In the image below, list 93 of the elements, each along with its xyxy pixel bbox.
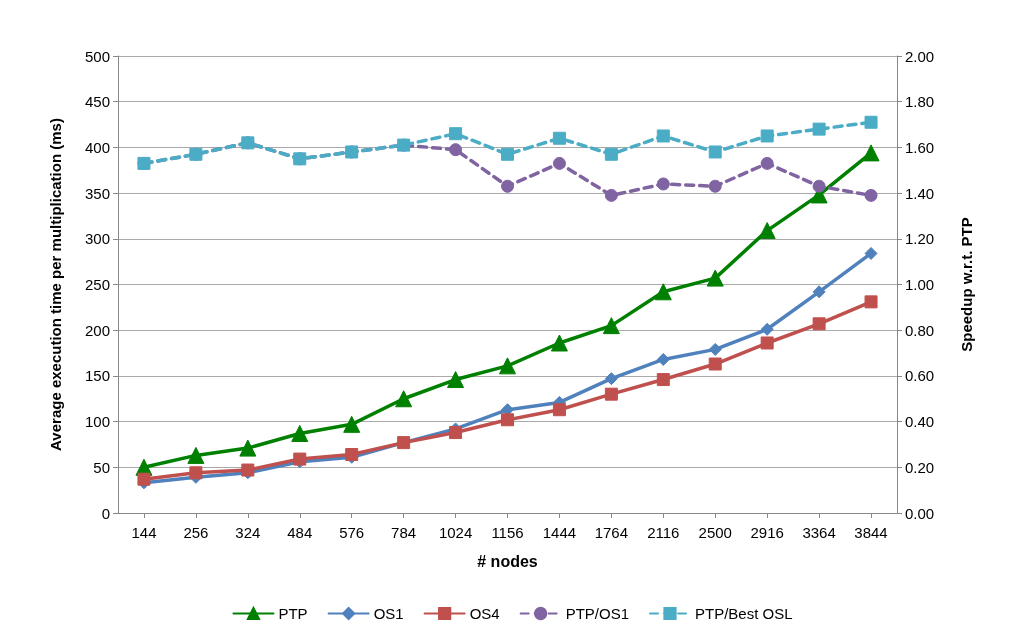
x-tick-label: 1024 — [438, 524, 473, 541]
y2-tick-label: 0.40 — [905, 413, 935, 431]
point — [604, 188, 618, 202]
x-axis-title: # nodes — [477, 552, 538, 570]
y2-tick-label: 0.20 — [905, 458, 935, 476]
point — [864, 295, 878, 309]
point — [864, 188, 878, 202]
x-tick-label: 3364 — [802, 524, 836, 541]
legend-label: PTP/Best OSL — [695, 605, 793, 622]
legend-label: OS1 — [373, 605, 404, 622]
point — [706, 269, 724, 287]
point — [552, 156, 566, 170]
y-tick-label: 250 — [84, 276, 110, 293]
y2-tick-label: 1.60 — [905, 138, 935, 156]
point — [708, 357, 722, 371]
point — [447, 371, 465, 389]
x-tick-label: 1764 — [594, 524, 629, 541]
point — [501, 413, 514, 427]
y-tick-label: 400 — [84, 138, 110, 156]
y2-tick-label: 1.20 — [905, 230, 935, 248]
y2-tick-label: 1.40 — [905, 184, 935, 202]
y2-tick-label: 0.00 — [905, 504, 935, 522]
y2-tick-label: 2.00 — [905, 47, 935, 65]
point — [656, 177, 670, 191]
x-tick-label: 2500 — [698, 524, 732, 541]
point — [760, 322, 774, 336]
legend-label: PTP — [278, 605, 308, 622]
point — [602, 317, 620, 335]
point — [812, 122, 826, 136]
point — [604, 387, 618, 401]
point — [449, 143, 463, 157]
point — [239, 439, 257, 457]
y-tick-label: 150 — [84, 367, 110, 385]
y-tick-label: 0 — [101, 504, 110, 522]
point — [654, 283, 672, 301]
point — [395, 390, 413, 408]
y2-tick-label: 1.80 — [905, 93, 935, 111]
point — [449, 426, 463, 440]
x-tick-label: 784 — [391, 524, 417, 541]
point — [449, 127, 463, 141]
point — [656, 373, 670, 387]
legend-label: OS4 — [469, 605, 500, 622]
point — [656, 129, 670, 143]
point — [760, 156, 774, 170]
y-tick-label: 300 — [84, 230, 110, 248]
point — [552, 403, 566, 417]
y2-tick-label: 0.60 — [905, 367, 935, 385]
point — [708, 342, 722, 356]
x-tick-label: 1444 — [542, 524, 577, 541]
x-tick-label: 324 — [235, 524, 261, 541]
x-tick-label: 1156 — [491, 524, 524, 541]
point — [812, 179, 826, 193]
point — [604, 147, 618, 161]
point — [862, 144, 880, 162]
point — [758, 222, 776, 240]
point — [343, 415, 361, 433]
point — [864, 246, 878, 260]
point — [552, 131, 566, 145]
point — [291, 424, 309, 442]
y-tick-label: 450 — [84, 93, 110, 111]
y-tick-label: 350 — [84, 184, 110, 202]
x-tick-label: 3844 — [854, 524, 888, 541]
point — [812, 317, 826, 331]
point — [187, 446, 205, 464]
point — [760, 336, 774, 350]
point — [137, 472, 151, 486]
point — [864, 115, 878, 129]
point — [189, 466, 203, 480]
point — [604, 372, 618, 386]
y-axis-title: Average execution time per multiplication (ms) — [47, 118, 64, 451]
point — [656, 352, 670, 366]
x-tick-label: 484 — [287, 524, 313, 541]
y2-tick-label: 1.00 — [905, 276, 935, 293]
legend-label: PTP/OS1 — [565, 605, 630, 622]
point — [550, 334, 568, 352]
point — [812, 285, 826, 299]
x-tick-label: 576 — [339, 524, 365, 541]
point — [708, 179, 722, 193]
x-tick-label: 2116 — [647, 524, 680, 541]
y-tick-label: 100 — [84, 413, 110, 431]
y2-axis-title: Speedup w.r.t. PTP — [958, 217, 975, 352]
point — [501, 179, 514, 193]
point — [501, 147, 514, 161]
x-tick-label: 144 — [131, 524, 157, 541]
y-tick-label: 200 — [84, 321, 110, 339]
point — [760, 129, 774, 143]
point — [708, 145, 722, 159]
x-tick-label: 2916 — [750, 524, 784, 541]
y-tick-label: 500 — [84, 47, 110, 65]
y2-tick-label: 0.80 — [905, 321, 935, 339]
point — [499, 357, 516, 375]
y-tick-label: 50 — [93, 458, 110, 476]
x-tick-label: 256 — [183, 524, 209, 541]
